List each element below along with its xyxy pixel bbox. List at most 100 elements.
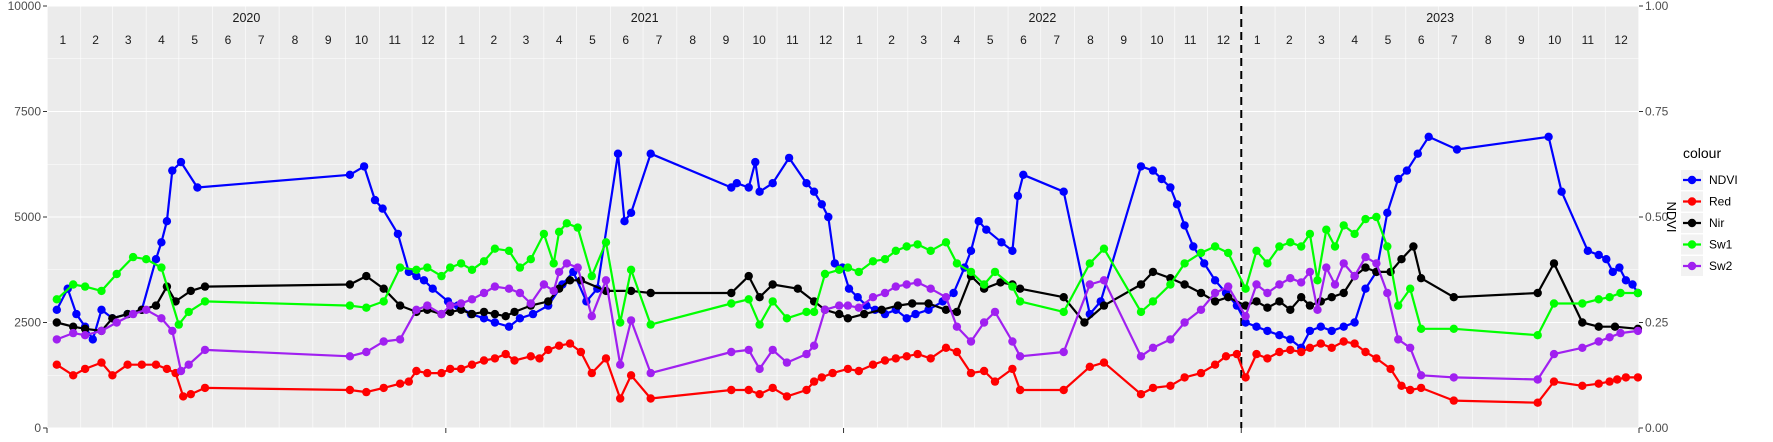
data-point-ndvi bbox=[1350, 318, 1359, 327]
right-axis-title: NDVI bbox=[1664, 201, 1679, 232]
data-point-red bbox=[1406, 385, 1415, 395]
data-point-sw1 bbox=[1361, 214, 1370, 224]
data-point-sw1 bbox=[1372, 212, 1381, 222]
data-point-nir bbox=[456, 305, 466, 314]
data-point-red bbox=[1232, 349, 1242, 359]
data-point-sw1 bbox=[941, 238, 951, 247]
data-point-sw1 bbox=[1549, 299, 1559, 308]
data-point-sw2 bbox=[1372, 259, 1381, 268]
data-point-sw2 bbox=[727, 347, 736, 357]
data-point-red bbox=[941, 343, 951, 352]
legend-key-point bbox=[1687, 175, 1697, 185]
data-point-nir bbox=[1305, 301, 1315, 310]
data-point-red bbox=[1148, 383, 1158, 393]
data-point-sw1 bbox=[1015, 297, 1025, 306]
data-point-sw1 bbox=[504, 246, 514, 255]
data-point-ndvi bbox=[88, 335, 98, 344]
data-point-sw2 bbox=[554, 267, 564, 277]
data-point-sw2 bbox=[835, 301, 844, 310]
data-point-nir bbox=[1549, 259, 1559, 268]
data-point-ndvi bbox=[982, 225, 991, 234]
data-point-red bbox=[162, 364, 172, 374]
data-point-nir bbox=[1148, 267, 1158, 277]
data-point-sw1 bbox=[1099, 244, 1109, 253]
data-point-sw2 bbox=[395, 335, 405, 344]
data-point-red bbox=[601, 354, 611, 363]
month-label: 4 bbox=[954, 33, 961, 47]
right-axis-tick-label: 0.25 bbox=[1645, 316, 1669, 330]
series-ndvi bbox=[52, 132, 1643, 352]
data-point-red bbox=[1263, 354, 1272, 363]
data-point-red bbox=[510, 356, 519, 365]
data-point-nir bbox=[1180, 280, 1189, 289]
data-point-red bbox=[501, 349, 510, 359]
data-point-sw1 bbox=[1350, 229, 1359, 239]
data-point-red bbox=[412, 366, 421, 376]
data-point-nir bbox=[1196, 288, 1206, 298]
data-point-sw2 bbox=[112, 318, 121, 327]
data-point-red bbox=[952, 347, 962, 357]
month-label: 9 bbox=[325, 33, 332, 47]
data-point-sw2 bbox=[345, 352, 355, 361]
data-point-sw2 bbox=[446, 301, 455, 310]
data-point-red bbox=[1361, 347, 1370, 357]
data-point-ndvi bbox=[924, 305, 933, 314]
data-point-sw1 bbox=[490, 244, 500, 253]
data-point-sw2 bbox=[200, 345, 210, 355]
data-point-red bbox=[744, 385, 753, 395]
data-point-ndvi bbox=[997, 238, 1006, 247]
data-point-sw1 bbox=[587, 271, 596, 281]
data-point-red bbox=[616, 394, 625, 403]
data-point-sw2 bbox=[820, 305, 830, 314]
data-point-red bbox=[966, 368, 976, 378]
data-point-sw2 bbox=[1394, 335, 1403, 344]
data-point-sw2 bbox=[52, 335, 61, 344]
month-label: 4 bbox=[1351, 33, 1358, 47]
data-point-sw1 bbox=[112, 269, 121, 279]
legend-key-point bbox=[1687, 218, 1697, 228]
data-point-nir bbox=[952, 307, 962, 317]
data-point-sw1 bbox=[1148, 297, 1158, 306]
month-label: 3 bbox=[125, 33, 132, 47]
data-point-ndvi bbox=[157, 238, 166, 247]
left-axis-tick-label: 10000 bbox=[8, 0, 42, 13]
data-point-sw2 bbox=[573, 263, 582, 272]
data-point-ndvi bbox=[768, 179, 777, 188]
month-label: 8 bbox=[1485, 33, 1492, 47]
data-point-sw1 bbox=[880, 255, 890, 264]
data-point-sw1 bbox=[626, 265, 636, 274]
data-point-nir bbox=[908, 299, 917, 308]
data-point-ndvi bbox=[1339, 322, 1348, 331]
data-point-ndvi bbox=[974, 217, 983, 226]
data-point-sw1 bbox=[1578, 299, 1587, 308]
data-point-red bbox=[1252, 349, 1261, 359]
data-point-sw1 bbox=[1224, 248, 1233, 258]
data-point-red bbox=[1578, 381, 1587, 390]
data-point-sw2 bbox=[880, 288, 890, 298]
month-label: 6 bbox=[1418, 33, 1425, 47]
data-point-sw1 bbox=[1313, 276, 1322, 285]
data-point-ndvi bbox=[1189, 242, 1198, 251]
data-point-sw1 bbox=[854, 267, 863, 277]
legend-key-point bbox=[1687, 240, 1697, 249]
month-label: 3 bbox=[523, 33, 530, 47]
data-point-red bbox=[69, 371, 78, 380]
data-point-sw2 bbox=[184, 360, 193, 369]
data-point-sw1 bbox=[755, 320, 764, 329]
data-point-sw2 bbox=[456, 299, 466, 308]
data-point-red bbox=[817, 373, 826, 382]
data-point-sw2 bbox=[601, 276, 611, 285]
data-point-sw2 bbox=[157, 314, 166, 323]
data-point-sw2 bbox=[1339, 259, 1348, 268]
data-point-red bbox=[437, 368, 446, 378]
data-point-sw2 bbox=[1241, 312, 1250, 321]
data-point-nir bbox=[646, 288, 655, 298]
data-point-ndvi bbox=[802, 179, 811, 188]
data-point-red bbox=[137, 360, 146, 369]
left-axis-tick-label: 0 bbox=[34, 421, 41, 435]
data-point-sw1 bbox=[1416, 324, 1426, 333]
data-point-sw1 bbox=[52, 295, 61, 304]
data-point-sw2 bbox=[69, 328, 78, 338]
data-point-ndvi bbox=[1241, 318, 1250, 327]
month-label: 11 bbox=[1184, 33, 1197, 47]
